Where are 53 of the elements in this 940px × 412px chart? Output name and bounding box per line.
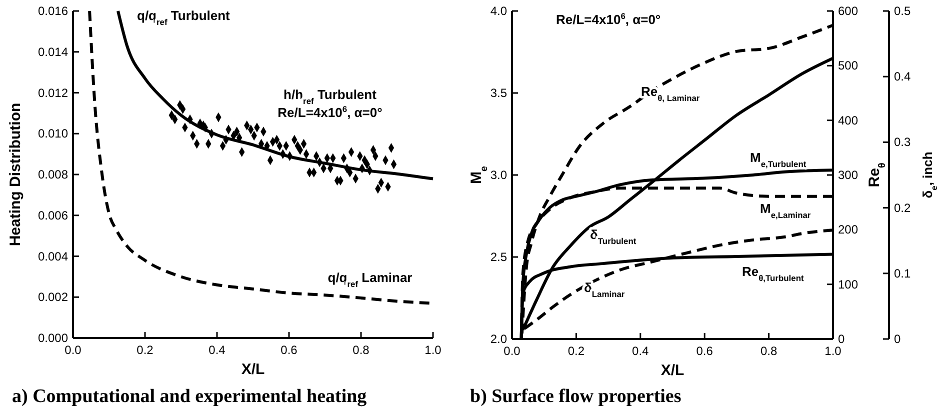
y-tick-label: 3.0 bbox=[490, 168, 508, 182]
x-tick-label: 0.8 bbox=[760, 344, 778, 358]
y-tick-label: 0.008 bbox=[38, 168, 68, 182]
annotation: Re/L=4x10$^{6}$, α=0° bbox=[278, 104, 382, 120]
x-tick-label: 0.2 bbox=[568, 344, 585, 358]
y-tick-label: 0.004 bbox=[38, 249, 68, 264]
y-axis-title: Heating Distribution bbox=[7, 102, 24, 246]
y3-tick-label: 0.4 bbox=[894, 70, 912, 84]
y-tick-label: 4.0 bbox=[490, 4, 508, 18]
series-label: Re$_{θ,Turbulent}$ bbox=[742, 264, 804, 283]
annotation: Re/L=4x10$^{6}$, α=0° bbox=[556, 11, 661, 27]
y-tick-label: 0.010 bbox=[38, 126, 68, 141]
x-tick-label: 0.0 bbox=[504, 344, 521, 358]
y2-tick-label: 600 bbox=[838, 4, 858, 18]
series-label: M$_{e,Laminar}$ bbox=[760, 201, 812, 220]
y-tick-label: 0.002 bbox=[38, 290, 68, 304]
y2-tick-label: 500 bbox=[838, 58, 858, 73]
x-axis-title: X/L bbox=[241, 361, 265, 378]
x-tick-label: 1.0 bbox=[424, 343, 442, 357]
y3-tick-label: 0.3 bbox=[894, 135, 912, 150]
series-label: q/q$_{ref}$ Turbulent bbox=[137, 8, 231, 27]
text: h/h$_{ref}$ Turbulent bbox=[284, 87, 378, 106]
y-tick-label: 3.5 bbox=[490, 86, 508, 100]
x-tick-label: 0.6 bbox=[280, 343, 298, 357]
y-tick-label: 2.5 bbox=[490, 250, 508, 264]
y-tick-label: 0.012 bbox=[38, 86, 68, 100]
y2-tick-label: 200 bbox=[838, 222, 858, 237]
x-tick-label: 0.2 bbox=[136, 343, 154, 357]
x-tick-label: 0.8 bbox=[352, 343, 370, 357]
series-label: δ$_{Laminar}$ bbox=[584, 280, 626, 299]
x-tick-label: 0.4 bbox=[208, 343, 226, 357]
x-tick-label: 1.0 bbox=[824, 344, 842, 358]
y-tick-label: 2.0 bbox=[490, 332, 508, 346]
y3-tick-label: 0 bbox=[894, 332, 901, 346]
series-label: q/q$_{ref}$ Laminar bbox=[328, 270, 412, 289]
y3-tick-label: 0.1 bbox=[894, 266, 912, 280]
y2-tick-label: 300 bbox=[838, 168, 858, 182]
y-tick-label: 0.014 bbox=[38, 44, 68, 59]
text: b) Surface flow properties bbox=[470, 386, 682, 407]
y3-tick-label: 0.5 bbox=[894, 4, 912, 18]
y3-tick-label: 0.2 bbox=[894, 200, 912, 215]
y2-tick-label: 400 bbox=[838, 113, 858, 128]
x-tick-label: 0.6 bbox=[696, 344, 714, 358]
y2-tick-label: 100 bbox=[838, 277, 858, 292]
y2-tick-label: 0 bbox=[838, 332, 845, 346]
y-tick-label: 0.016 bbox=[38, 4, 68, 18]
y-tick-label: 0.000 bbox=[38, 331, 68, 345]
y-tick-label: 0.006 bbox=[38, 208, 68, 222]
x-axis-title: X/L bbox=[660, 362, 684, 379]
text: a) Computational and experimental heating bbox=[12, 386, 368, 407]
x-tick-label: 0.0 bbox=[64, 343, 82, 357]
series-label: M$_{e,Turbulent}$ bbox=[750, 150, 806, 169]
x-tick-label: 0.4 bbox=[632, 344, 650, 358]
